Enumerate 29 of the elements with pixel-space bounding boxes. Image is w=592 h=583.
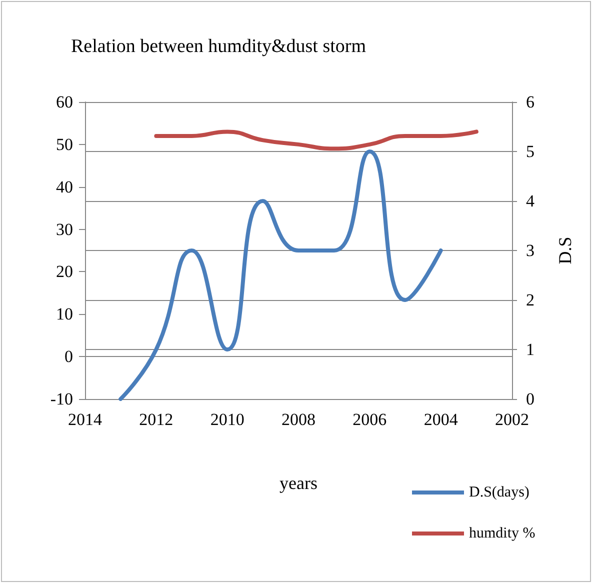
y2-tick-label: 0: [526, 390, 534, 408]
y-tick-label: 50: [56, 134, 73, 154]
x-tick-label: 2010: [210, 410, 244, 429]
x-tick-label: 2006: [352, 410, 387, 429]
x-tick-label: 2012: [139, 410, 174, 429]
y-tick-label: 10: [56, 304, 73, 324]
legend-label: D.S(days): [469, 484, 530, 500]
y2-tick-label: 1: [526, 340, 534, 359]
x-tick-label: 2002: [495, 410, 529, 429]
x-axis-title: years: [280, 473, 318, 493]
x-tick-label: 2008: [282, 410, 316, 429]
chart-title: Relation between humdity&dust storm: [71, 36, 366, 57]
y-tick-label: 60: [56, 92, 73, 112]
line-series: [118, 150, 443, 401]
y2-tick-label: 6: [526, 92, 534, 112]
y2-tick-label: 5: [526, 142, 534, 161]
x-tick-label: 2014: [68, 410, 102, 429]
y-tick-label: 20: [56, 262, 73, 282]
y2-tick-label: 3: [526, 241, 534, 260]
y2-tick-label: 4: [526, 192, 535, 210]
y-tick-label: -10: [50, 390, 73, 408]
legend-label: humdity %: [469, 526, 536, 542]
y-tick-label: 40: [56, 177, 73, 196]
y-tick-label: 0: [64, 347, 73, 366]
y2-axis-title: D.S: [555, 236, 575, 264]
x-tick-label: 2004: [424, 410, 458, 429]
y2-tick-label: 2: [526, 290, 534, 310]
y-tick-label: 30: [56, 220, 73, 239]
line-series: [154, 130, 478, 151]
